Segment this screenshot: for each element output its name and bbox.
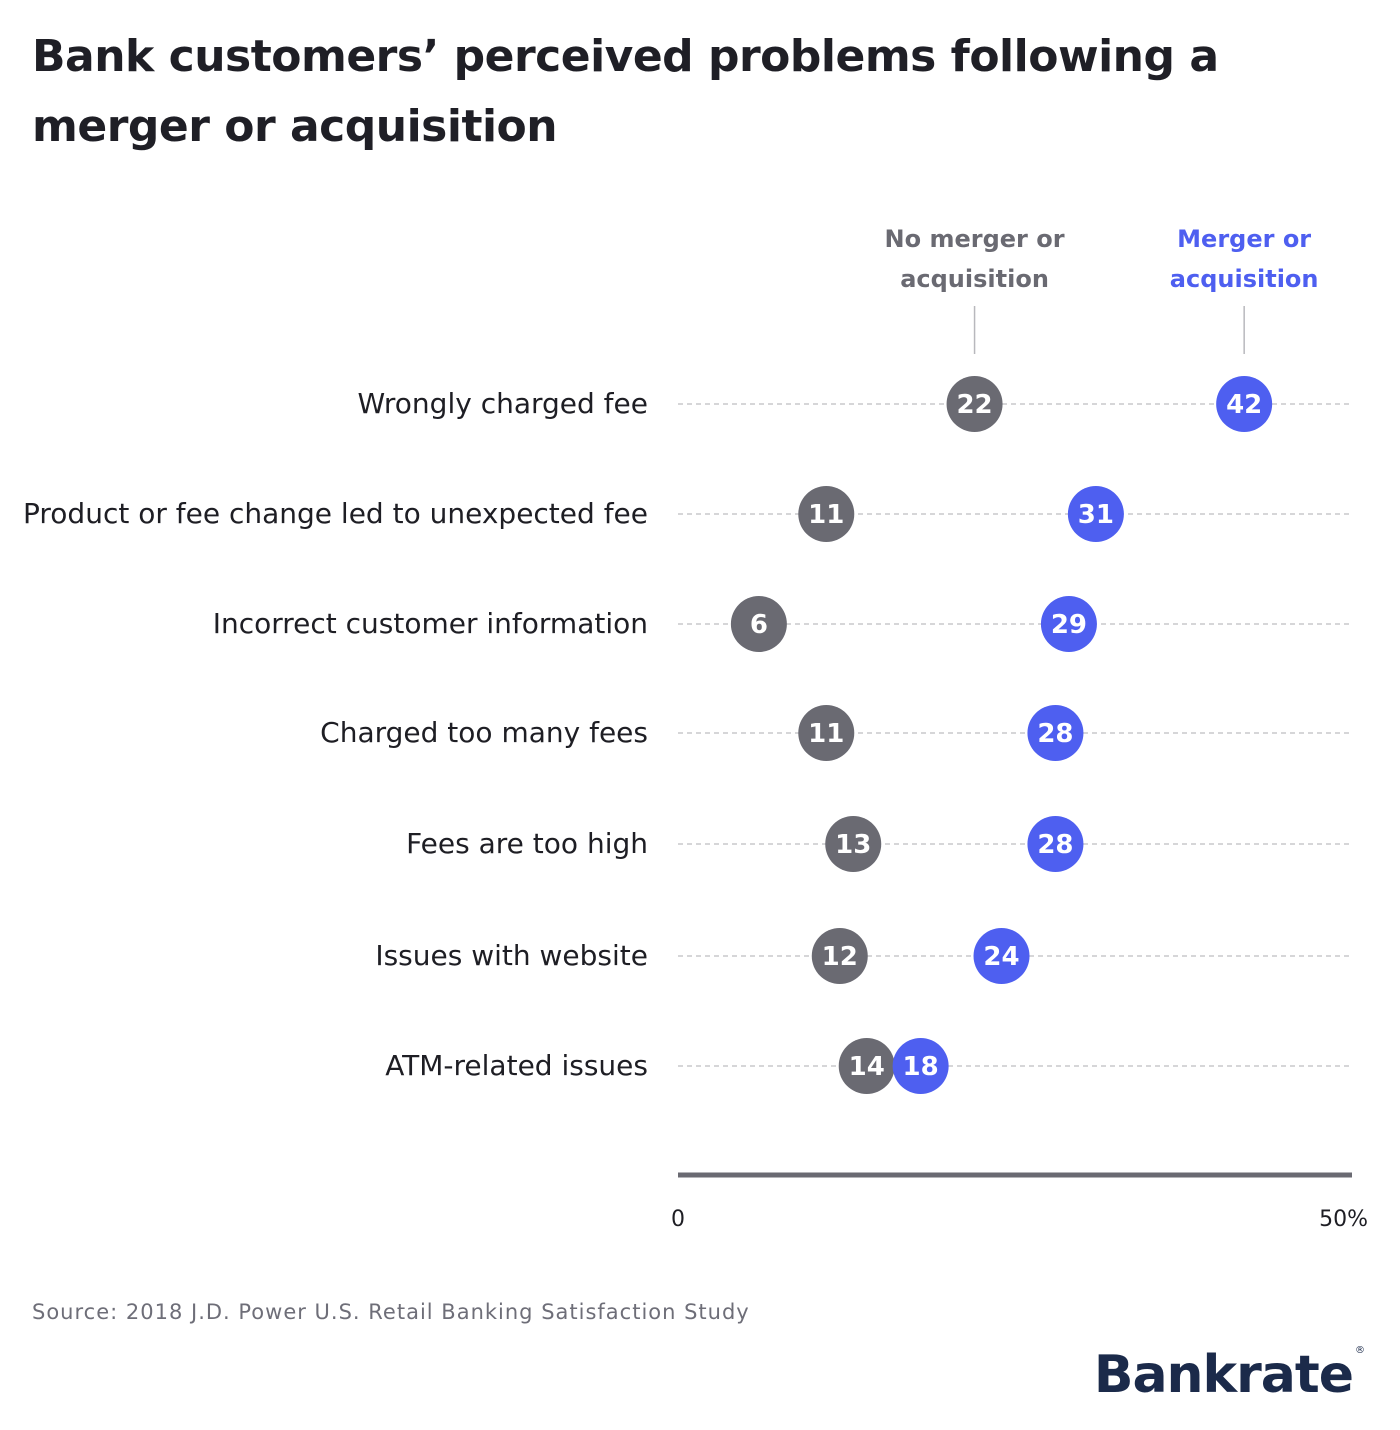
- x-axis: 0 50%: [671, 1172, 1368, 1232]
- data-points: 22 11 6 11 13 12 14 42 31 29 28 28 24 18: [730, 376, 1273, 1094]
- gridlines: [678, 403, 1352, 1067]
- data-label: 28: [1037, 719, 1073, 749]
- legend-label: Merger or: [1177, 225, 1311, 253]
- category-label: Product or fee change led to unexpected …: [23, 497, 648, 530]
- legend-label: acquisition: [900, 265, 1049, 293]
- data-point: [1040, 596, 1097, 652]
- legend-label: No merger or: [885, 225, 1065, 253]
- data-label: 28: [1037, 830, 1073, 860]
- data-label: 18: [903, 1052, 939, 1082]
- data-point: [946, 376, 1003, 432]
- data-label: 11: [808, 500, 844, 530]
- dot-plot-chart: Wrongly charged fee Product or fee change…: [23, 225, 1368, 1232]
- source-note: Source: 2018 J.D. Power U.S. Retail Bank…: [32, 1300, 750, 1324]
- data-label: 12: [822, 942, 858, 972]
- x-tick-label: 50%: [1319, 1207, 1368, 1232]
- bankrate-logo: Bankrate ®: [1093, 1345, 1365, 1405]
- data-point: [1216, 376, 1273, 432]
- data-label: 42: [1226, 390, 1262, 420]
- data-point: [892, 1038, 949, 1094]
- data-point: [825, 816, 882, 872]
- data-point: [1067, 486, 1124, 542]
- category-labels: Wrongly charged fee Product or fee change…: [23, 387, 648, 1082]
- chart-title: Bank customers’ perceived problems follo…: [32, 31, 1219, 152]
- data-point: [838, 1038, 895, 1094]
- data-point: [973, 928, 1030, 984]
- data-point: [1027, 816, 1084, 872]
- legend-label: acquisition: [1170, 265, 1319, 293]
- data-label: 29: [1051, 610, 1087, 640]
- x-tick-label: 0: [671, 1207, 685, 1232]
- legend: No merger or acquisition Merger or acquisit…: [885, 225, 1319, 354]
- category-label: Incorrect customer information: [213, 607, 648, 640]
- data-point: [730, 596, 787, 652]
- category-label: ATM-related issues: [385, 1049, 648, 1082]
- data-label: 14: [849, 1052, 885, 1082]
- category-label: Wrongly charged fee: [357, 387, 648, 420]
- category-label: Fees are too high: [406, 827, 648, 860]
- data-label: 22: [956, 390, 992, 420]
- data-point: [798, 705, 855, 761]
- data-label: 11: [808, 719, 844, 749]
- data-label: 31: [1078, 500, 1114, 530]
- data-point: [798, 486, 855, 542]
- category-label: Issues with website: [375, 939, 648, 972]
- category-label: Charged too many fees: [320, 716, 648, 749]
- data-label: 24: [983, 942, 1019, 972]
- data-point: [811, 928, 868, 984]
- data-label: 6: [750, 610, 768, 640]
- data-label: 13: [835, 830, 871, 860]
- data-point: [1027, 705, 1084, 761]
